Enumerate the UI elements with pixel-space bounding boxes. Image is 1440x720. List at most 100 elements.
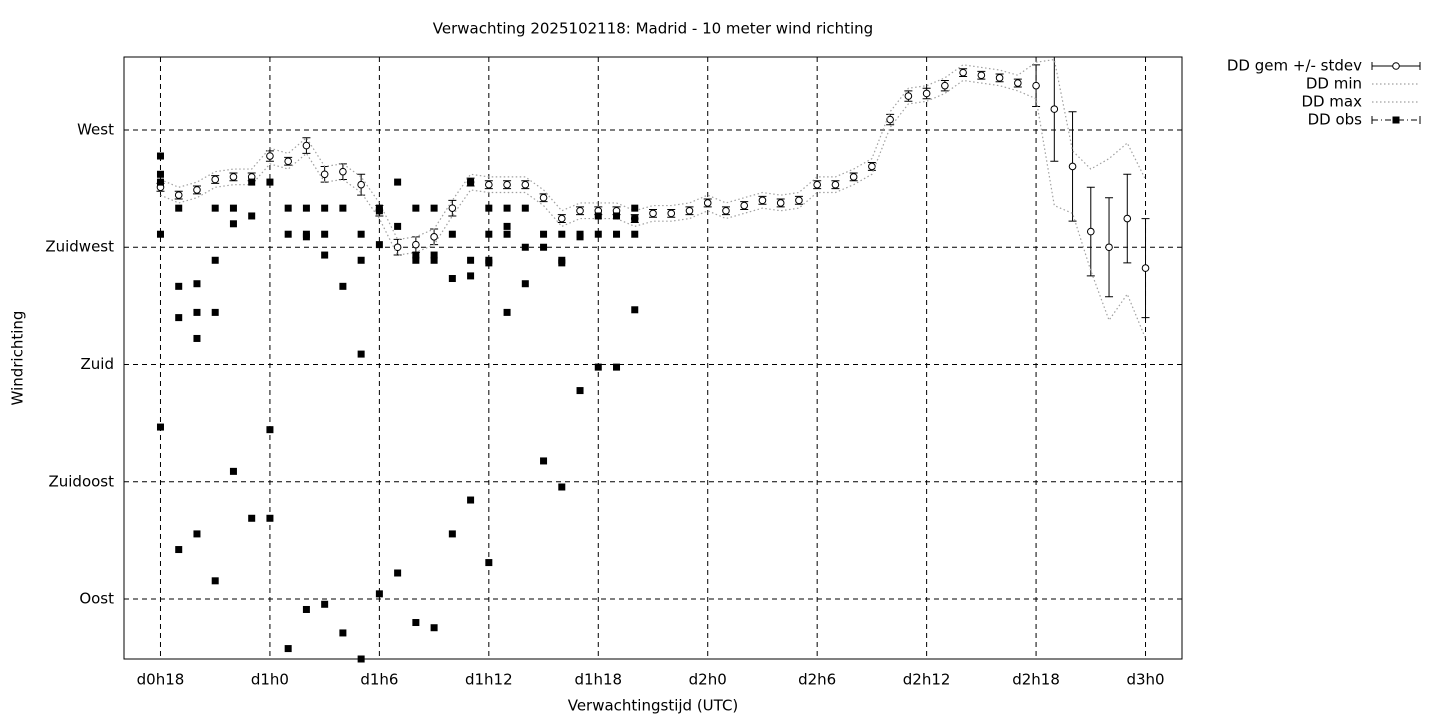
- mean-point: [703, 199, 712, 207]
- mean-point: [357, 180, 365, 189]
- mean-point: [922, 89, 931, 98]
- obs-point: [613, 230, 621, 238]
- mean-point: [941, 81, 949, 90]
- chart-title: Verwachting 2025102118: Madrid - 10 mete…: [433, 20, 873, 38]
- obs-point: [448, 530, 456, 538]
- x-tick-label: d2h12: [903, 671, 951, 689]
- y-tick-label: Zuid: [81, 355, 114, 373]
- obs-point: [211, 204, 219, 212]
- mean-point: [904, 92, 913, 100]
- mean-point: [393, 243, 402, 252]
- obs-point: [467, 178, 475, 186]
- obs-point: [175, 314, 183, 322]
- x-tick-label: d1h6: [360, 671, 398, 689]
- mean-point: [539, 193, 548, 202]
- obs-point: [229, 467, 237, 475]
- obs-point: [394, 569, 402, 577]
- mean-point: [193, 186, 201, 194]
- obs-point: [467, 256, 475, 264]
- obs-point: [302, 605, 310, 613]
- obs-point: [485, 230, 493, 238]
- obs-point: [193, 530, 201, 538]
- obs-point: [503, 230, 511, 238]
- obs-point: [266, 514, 274, 522]
- mean-point: [649, 209, 657, 218]
- obs-point: [631, 215, 639, 223]
- mean-point: [557, 214, 566, 223]
- y-tick-label: West: [77, 120, 114, 138]
- mean-point: [977, 71, 986, 80]
- mean-point: [995, 74, 1004, 82]
- legend-label: DD obs: [1308, 111, 1363, 129]
- obs-point: [430, 256, 438, 264]
- obs-point: [156, 230, 164, 238]
- obs-point: [594, 230, 602, 238]
- obs-point: [375, 590, 383, 598]
- obs-point: [448, 275, 456, 283]
- obs-point: [156, 178, 164, 186]
- obs-point: [211, 577, 219, 585]
- obs-point: [613, 363, 621, 371]
- obs-point: [357, 350, 365, 358]
- obs-point: [266, 426, 274, 434]
- obs-point: [631, 204, 639, 212]
- obs-point: [193, 308, 201, 316]
- obs-point: [521, 280, 529, 288]
- mean-point: [722, 206, 730, 215]
- x-tick-label: d2h6: [798, 671, 836, 689]
- mean-point: [1086, 227, 1095, 236]
- mean-point: [485, 180, 493, 189]
- mean-point: [685, 206, 694, 215]
- obs-point: [175, 282, 183, 290]
- obs-point: [540, 457, 548, 465]
- mean-point: [503, 180, 511, 189]
- x-axis-label: Verwachtingstijd (UTC): [568, 697, 739, 715]
- mean-point: [339, 167, 347, 176]
- obs-point: [284, 204, 292, 212]
- plot-border: [123, 56, 1183, 660]
- obs-point: [339, 629, 347, 637]
- x-tick-label: d2h0: [689, 671, 727, 689]
- legend-label: DD max: [1301, 93, 1362, 111]
- obs-point: [302, 204, 310, 212]
- obs-point: [175, 546, 183, 554]
- legend-swatch: [1392, 116, 1400, 124]
- mean-point: [667, 209, 676, 218]
- mean-point: [1141, 264, 1150, 272]
- mean-point: [1105, 243, 1113, 252]
- mean-point: [795, 196, 803, 205]
- obs-point: [375, 241, 383, 249]
- obs-point: [284, 645, 292, 653]
- y-tick-label: Zuidoost: [48, 472, 114, 490]
- mean-point: [1050, 105, 1059, 113]
- mean-point: [1123, 214, 1132, 223]
- mean-point: [320, 170, 329, 179]
- obs-point: [412, 256, 420, 264]
- obs-point: [503, 204, 511, 212]
- obs-point: [175, 204, 183, 212]
- obs-point: [357, 230, 365, 238]
- obs-point: [412, 251, 420, 259]
- mean-point: [1014, 79, 1022, 87]
- obs-point: [211, 256, 219, 264]
- obs-point: [156, 152, 164, 160]
- obs-point: [485, 204, 493, 212]
- obs-point: [412, 204, 420, 212]
- obs-point: [193, 280, 201, 288]
- obs-point: [594, 212, 602, 220]
- obs-point: [430, 251, 438, 259]
- legend-label: DD min: [1306, 75, 1362, 93]
- obs-point: [394, 222, 402, 230]
- obs-point: [211, 308, 219, 316]
- obs-point: [430, 624, 438, 632]
- mean-point: [831, 180, 840, 189]
- obs-point: [284, 230, 292, 238]
- obs-point: [576, 387, 584, 395]
- obs-point: [248, 212, 256, 220]
- x-tick-label: d1h18: [574, 671, 622, 689]
- mean-point: [886, 115, 894, 124]
- y-tick-label: Oost: [79, 590, 114, 608]
- obs-point: [375, 207, 383, 215]
- mean-point: [1068, 162, 1077, 171]
